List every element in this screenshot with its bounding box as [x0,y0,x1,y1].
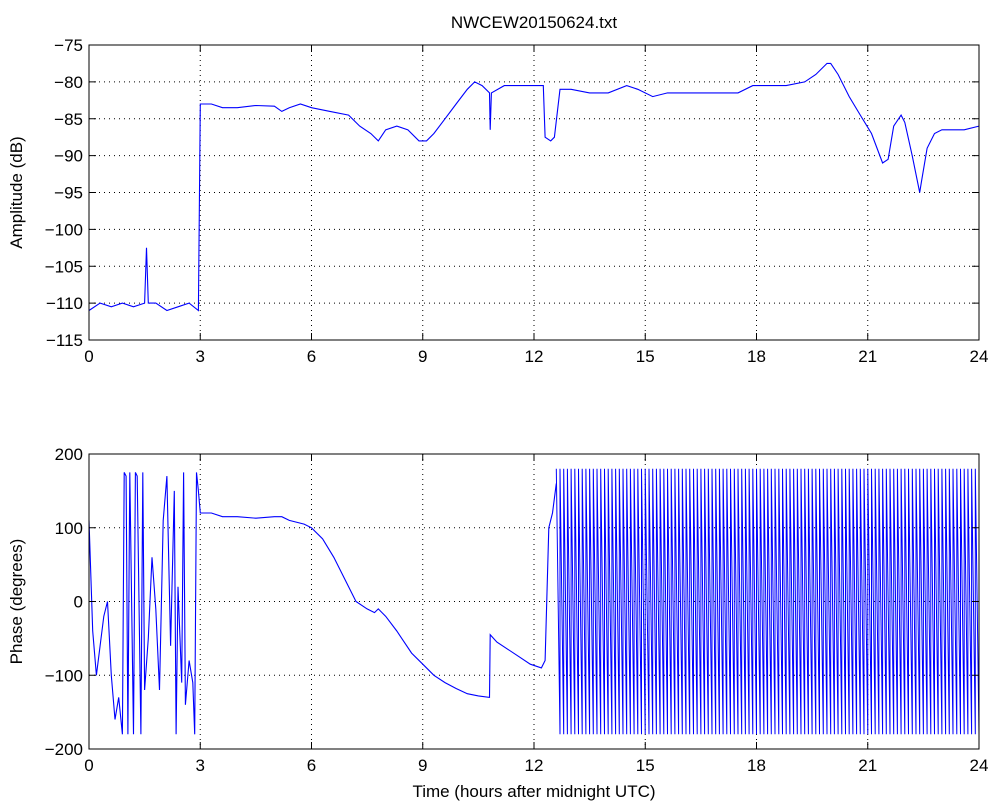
y-tick-label: −100 [45,220,83,239]
y-tick-label: −110 [46,294,83,313]
amplitude-series-line [88,62,980,312]
amplitude-grid [89,45,979,340]
x-tick-label: 0 [84,347,93,366]
chart-title: NWCEW20150624.txt [451,13,618,32]
y-tick-label: 100 [55,519,83,538]
x-tick-label: 18 [747,347,766,366]
y-tick-label: −75 [54,36,83,55]
y-tick-label: 0 [74,593,83,612]
x-tick-label: 0 [84,756,93,775]
y-tick-label: −115 [46,331,83,350]
phase-y-axis-label: Phase (degrees) [7,539,26,665]
y-tick-label: −100 [45,666,83,685]
y-tick-label: −90 [54,147,83,166]
y-tick-label: −200 [45,740,83,759]
amplitude-panel: 0 3 6 9 12 15 18 21 24 −115 −110 −105 −100 −95 −90 −85… [7,36,988,366]
phase-panel: 0 3 6 9 12 15 18 21 24 −200 −100 0 100 200 Phase (de… [7,445,988,801]
x-tick-label: 9 [418,347,427,366]
y-tick-label: −105 [45,257,83,276]
phase-x-ticks: 0 3 6 9 12 15 18 21 24 [84,454,988,775]
y-tick-label: −95 [54,184,83,203]
x-tick-label: 24 [970,347,989,366]
amplitude-x-ticks: 0 3 6 9 12 15 18 21 24 [84,45,988,366]
x-tick-label: 9 [418,756,427,775]
x-tick-label: 21 [858,756,877,775]
phase-x-axis-label: Time (hours after midnight UTC) [412,782,655,801]
x-tick-label: 12 [525,347,544,366]
phase-y-ticks: −200 −100 0 100 200 [45,445,979,759]
phase-series-line [88,472,557,735]
x-tick-label: 15 [636,756,655,775]
y-tick-label: 200 [55,445,83,464]
amplitude-y-axis-label: Amplitude (dB) [7,136,26,248]
phase-oscillation-line [555,468,980,735]
x-tick-label: 12 [525,756,544,775]
x-tick-label: 21 [858,347,877,366]
x-tick-label: 15 [636,347,655,366]
x-tick-label: 6 [307,347,316,366]
x-tick-label: 3 [196,756,205,775]
x-tick-label: 3 [196,347,205,366]
amplitude-y-ticks: −115 −110 −105 −100 −95 −90 −85 −80 −75 [45,36,979,350]
x-tick-label: 18 [747,756,766,775]
x-tick-label: 6 [307,756,316,775]
x-tick-label: 24 [970,756,989,775]
y-tick-label: −80 [54,73,83,92]
y-tick-label: −85 [54,110,83,129]
